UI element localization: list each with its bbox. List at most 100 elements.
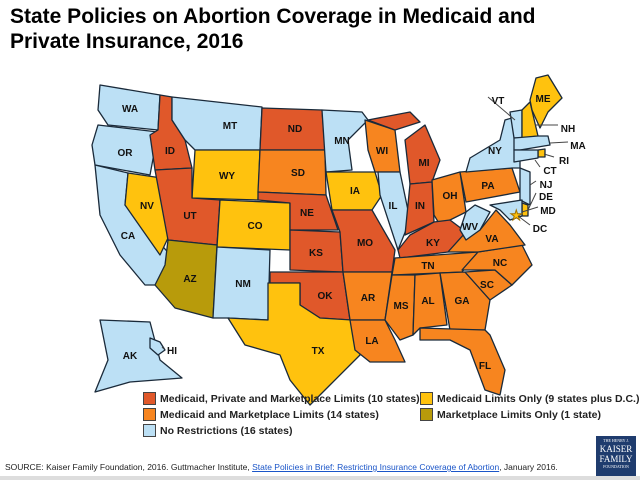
- state-label-ms: MS: [394, 301, 409, 312]
- state-label-nh: NH: [561, 124, 575, 135]
- state-ri: [537, 148, 546, 158]
- state-label-il: IL: [389, 201, 398, 212]
- state-label-ut: UT: [183, 211, 196, 222]
- source-note: SOURCE: Kaiser Family Foundation, 2016. …: [5, 462, 558, 472]
- legend-item-medicaid-marketplace: Medicaid and Marketplace Limits (14 stat…: [143, 408, 379, 421]
- state-label-ia: IA: [350, 186, 360, 197]
- state-label-mo: MO: [357, 238, 373, 249]
- legend-label: No Restrictions (16 states): [160, 424, 293, 437]
- state-ma: [513, 135, 551, 151]
- state-label-ne: NE: [300, 208, 314, 219]
- state-label-ri: RI: [559, 156, 569, 167]
- state-wv: [459, 204, 491, 241]
- dc-star-icon: ★: [510, 207, 523, 223]
- legend-swatch: [420, 408, 433, 421]
- legend-swatch: [420, 392, 433, 405]
- legend-label: Marketplace Limits Only (1 state): [437, 408, 601, 421]
- state-label-id: ID: [165, 146, 175, 157]
- state-me: [529, 74, 563, 129]
- state-label-pa: PA: [481, 181, 494, 192]
- state-label-ak: AK: [123, 351, 138, 362]
- page-title: State Policies on Abortion Coverage in M…: [10, 5, 536, 53]
- leader-line: [549, 141, 569, 144]
- state-label-sc: SC: [480, 280, 494, 291]
- legend-item-medicaid-private-marketplace: Medicaid, Private and Marketplace Limits…: [143, 392, 420, 405]
- state-ct: [513, 149, 539, 163]
- source-suffix: , January 2016.: [499, 462, 558, 472]
- state-label-nv: NV: [140, 201, 154, 212]
- state-label-wy: WY: [219, 171, 235, 182]
- state-label-ma: MA: [570, 141, 586, 152]
- state-wa: [97, 84, 161, 131]
- state-label-ar: AR: [361, 293, 376, 304]
- state-hi: [149, 337, 166, 356]
- leader-line: [543, 153, 555, 158]
- state-label-nj: NJ: [540, 180, 553, 191]
- state-label-ok: OK: [318, 291, 334, 302]
- state-label-wa: WA: [122, 104, 138, 115]
- state-label-or: OR: [118, 148, 134, 159]
- state-label-tx: TX: [312, 346, 325, 357]
- state-label-md: MD: [540, 206, 556, 217]
- state-label-hi: HI: [167, 346, 177, 357]
- leader-line: [161, 346, 165, 350]
- state-label-fl: FL: [479, 361, 491, 372]
- state-mi: [404, 124, 441, 185]
- state-label-nm: NM: [235, 279, 251, 290]
- bottom-bar: [0, 476, 640, 480]
- legend-label: Medicaid Limits Only (9 states plus D.C.…: [437, 392, 640, 405]
- state-label-in: IN: [415, 201, 425, 212]
- state-label-nc: NC: [493, 258, 507, 269]
- source-text: SOURCE: Kaiser Family Foundation, 2016. …: [5, 462, 253, 472]
- state-label-ky: KY: [426, 238, 440, 249]
- leader-line: [529, 180, 537, 186]
- kff-logo: THE HENRY J. KAISER FAMILY FOUNDATION: [596, 436, 636, 478]
- state-de: [521, 202, 529, 217]
- legend-swatch: [143, 424, 156, 437]
- state-label-ny: NY: [488, 146, 502, 157]
- state-mi: [367, 111, 421, 131]
- state-label-tn: TN: [421, 261, 434, 272]
- legend-label: Medicaid, Private and Marketplace Limits…: [160, 392, 420, 405]
- state-il: [377, 171, 411, 251]
- state-label-ca: CA: [121, 231, 135, 242]
- state-label-ct: CT: [543, 166, 556, 177]
- state-label-wv: WV: [462, 222, 478, 233]
- source-link[interactable]: State Policies in Brief: Restricting Ins…: [252, 462, 500, 472]
- state-label-nd: ND: [288, 124, 302, 135]
- state-ia: [325, 171, 383, 211]
- state-label-vt: VT: [492, 96, 505, 107]
- legend-item-marketplace-only: Marketplace Limits Only (1 state): [420, 408, 601, 421]
- state-label-mn: MN: [334, 136, 350, 147]
- leader-line: [527, 192, 537, 211]
- state-label-la: LA: [365, 336, 378, 347]
- state-fl: [419, 327, 506, 396]
- leader-line: [534, 159, 541, 168]
- state-label-va: VA: [485, 234, 498, 245]
- leader-line: [487, 96, 516, 121]
- logo-line: FOUNDATION: [603, 464, 629, 469]
- state-label-wi: WI: [376, 146, 388, 157]
- legend-swatch: [143, 408, 156, 421]
- state-label-ks: KS: [309, 248, 323, 259]
- state-label-de: DE: [539, 192, 553, 203]
- state-az: [154, 239, 218, 319]
- logo-line: FAMILY: [599, 454, 633, 464]
- legend-item-no-restrictions: No Restrictions (16 states): [143, 424, 292, 437]
- state-label-co: CO: [248, 221, 263, 232]
- state-label-al: AL: [421, 296, 434, 307]
- state-ms: [384, 274, 416, 341]
- logo-line: KAISER: [599, 444, 633, 454]
- leader-line: [521, 206, 539, 213]
- state-md: [489, 199, 523, 221]
- logo-line: THE HENRY J.: [603, 438, 629, 443]
- state-oh: [431, 171, 467, 226]
- legend-label: Medicaid and Marketplace Limits (14 stat…: [160, 408, 379, 421]
- legend-swatch: [143, 392, 156, 405]
- state-or: [91, 124, 159, 176]
- state-tx: [227, 282, 361, 406]
- state-label-sd: SD: [291, 168, 305, 179]
- legend-item-medicaid-only: Medicaid Limits Only (9 states plus D.C.…: [420, 392, 639, 405]
- state-al: [412, 272, 448, 336]
- state-label-ga: GA: [455, 296, 470, 307]
